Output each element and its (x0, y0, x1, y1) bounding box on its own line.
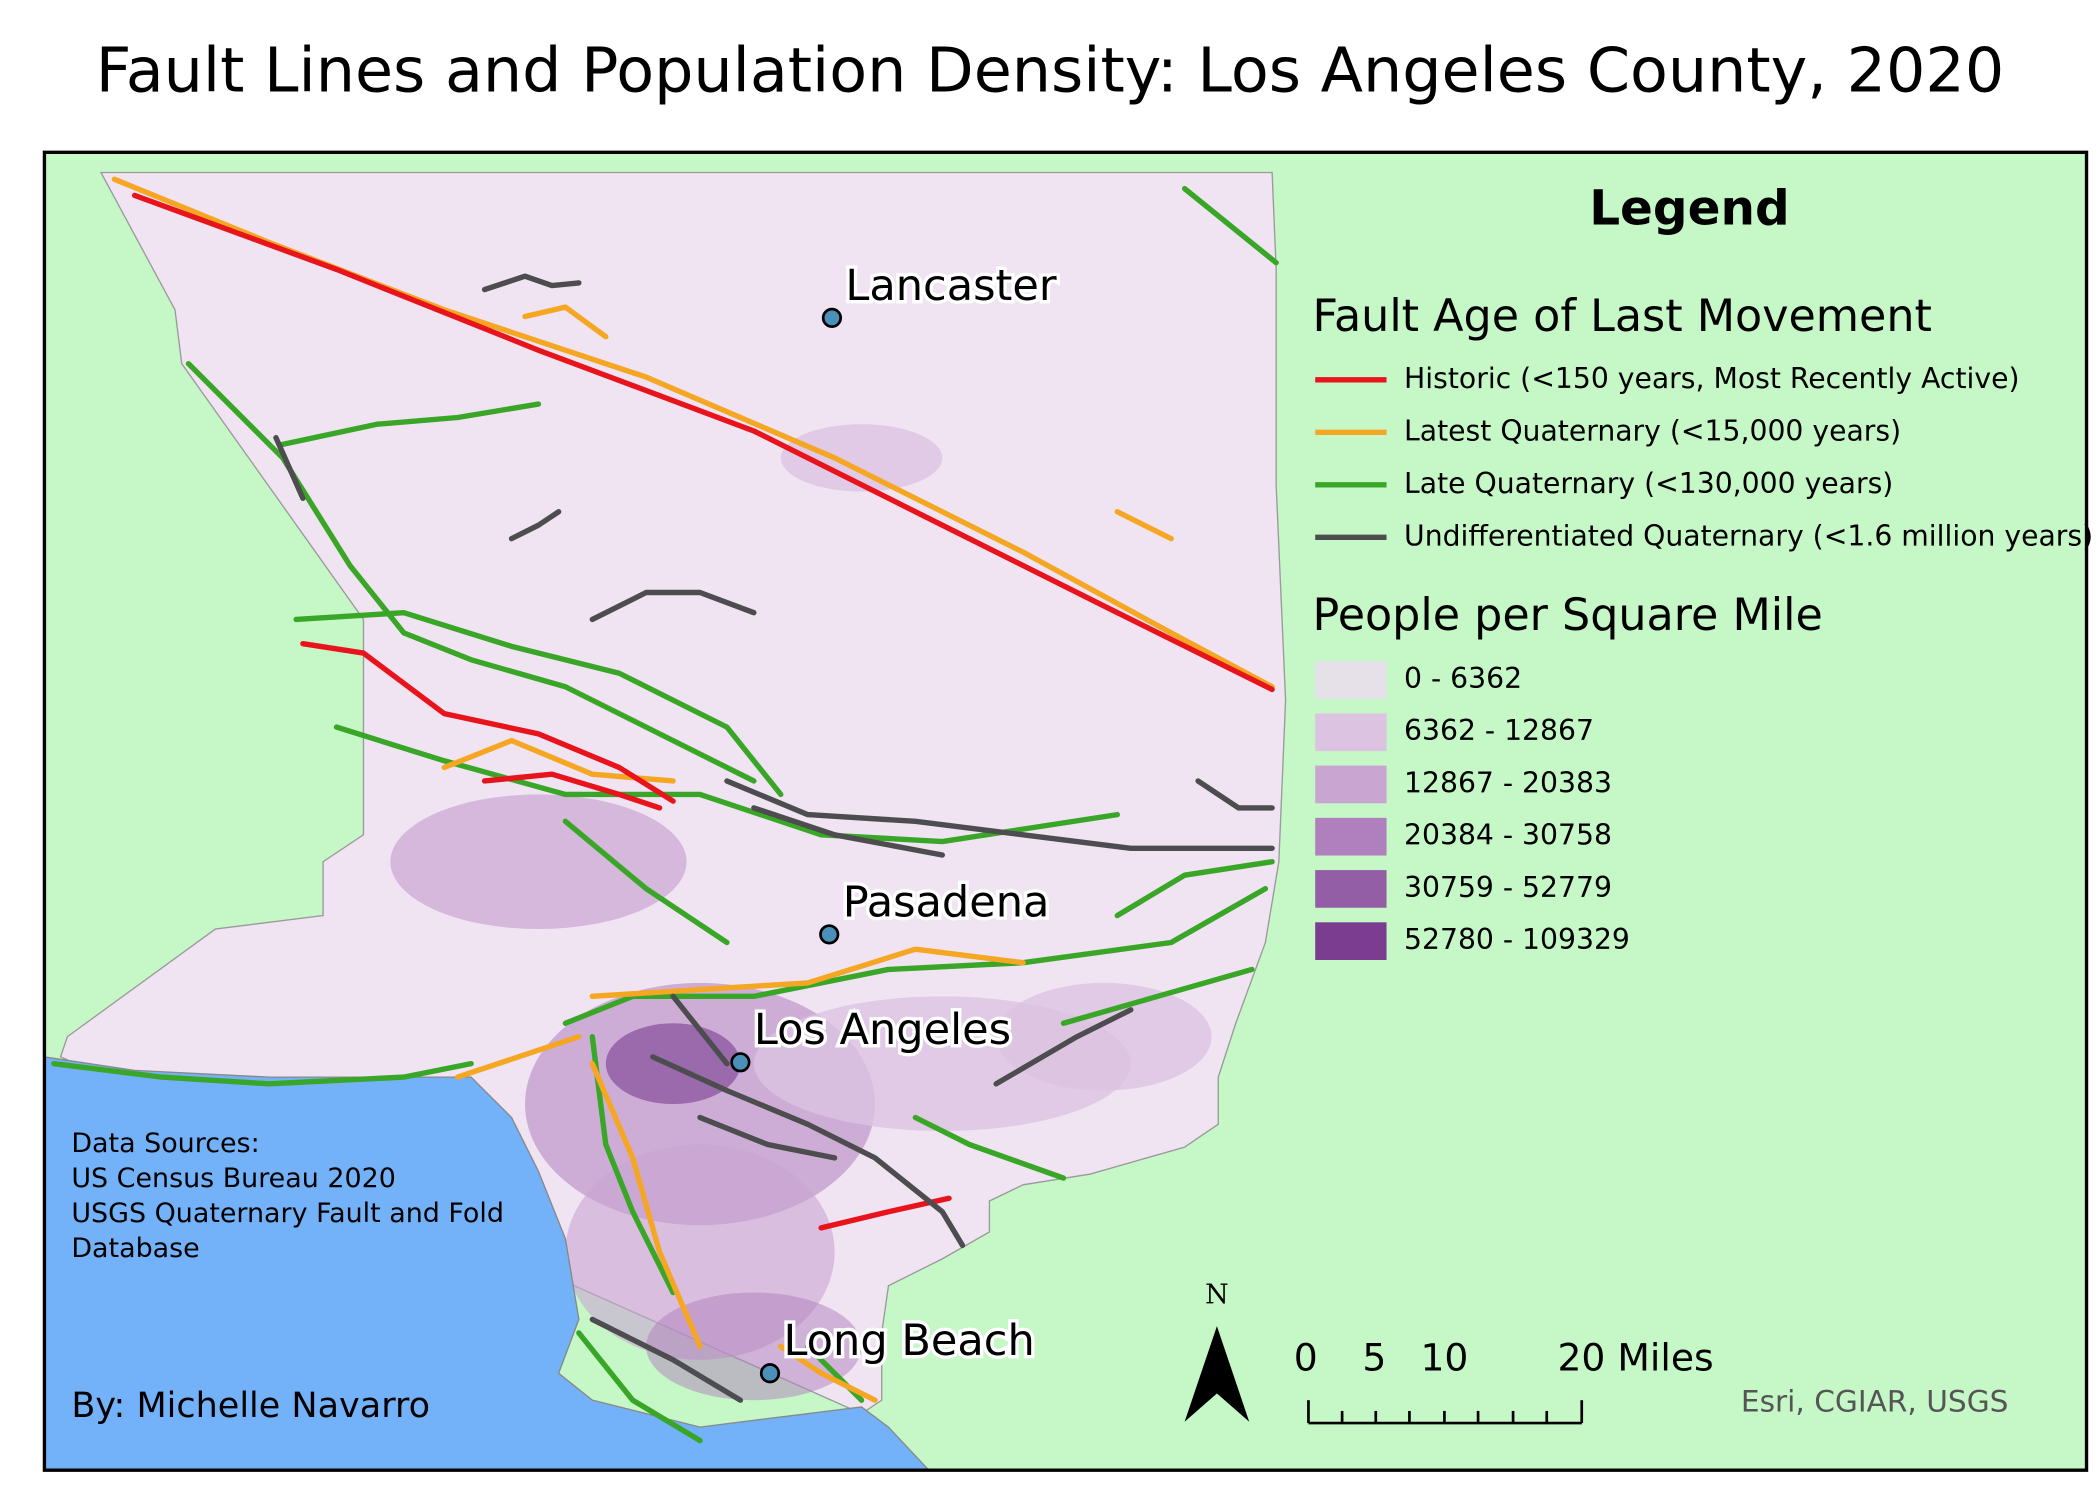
credits: Esri, CGIAR, USGS (1741, 1384, 2009, 1418)
scale-label: 10 (1420, 1335, 1468, 1379)
city-dot (821, 307, 843, 328)
legend-density-label: 30759 - 52779 (1404, 871, 1612, 904)
source-line: Database (71, 1233, 199, 1264)
legend-density-label: 6362 - 12867 (1404, 714, 1594, 747)
legend-density-swatch (1315, 870, 1387, 908)
legend-fault-label: Historic (<150 years, Most Recently Acti… (1404, 362, 2019, 395)
author: By: Michelle Navarro (71, 1386, 430, 1426)
city-label: Los Angeles (754, 1005, 1011, 1055)
city-label: Long Beach (783, 1316, 1034, 1366)
legend-fault-label: Latest Quaternary (<15,000 years) (1404, 414, 1901, 447)
city-dot (730, 1052, 751, 1073)
legend-density-label: 0 - 6362 (1404, 662, 1522, 695)
city-label: Pasadena (843, 877, 1050, 927)
legend-title: Legend (1589, 181, 1789, 237)
legend-fault-label: Late Quaternary (<130,000 years) (1404, 467, 1893, 500)
cities: Lancaster Pasadena Los Angeles Long Beac… (730, 257, 1060, 1384)
city-dot (819, 924, 840, 945)
source-line: US Census Bureau 2020 (71, 1163, 395, 1194)
north-arrow: N (1184, 1280, 1250, 1422)
legend-density-label: 52780 - 109329 (1404, 923, 1630, 956)
north-arrow-shape (1184, 1326, 1250, 1422)
scale-label: 20 Miles (1557, 1335, 1713, 1379)
scale-bar (1307, 1400, 1584, 1425)
source-line: Data Sources: (71, 1128, 259, 1159)
legend-section-title: Fault Age of Last Movement (1313, 291, 1932, 342)
map-title: Fault Lines and Population Density: Los … (96, 34, 2004, 106)
city-label: Lancaster (845, 261, 1057, 311)
legend-density-swatch (1315, 661, 1387, 699)
city-dot (759, 1363, 781, 1384)
legend: Legend Fault Age of Last Movement People… (1313, 181, 2093, 960)
scale-label: 0 (1294, 1335, 1318, 1379)
frame-border (42, 150, 2089, 1472)
legend-section-title: People per Square Mile (1313, 590, 1823, 641)
legend-fault-label: Undifferentiated Quaternary (<1.6 millio… (1404, 519, 2093, 552)
legend-density-swatch (1315, 713, 1387, 752)
scale-labels: 0 5 10 20 Miles (1294, 1335, 1714, 1379)
legend-density-swatch (1315, 922, 1387, 960)
legend-density-swatch (1315, 765, 1387, 804)
source-line: USGS Quaternary Fault and Fold (71, 1198, 504, 1229)
legend-density-swatch (1315, 817, 1387, 856)
north-label: N (1205, 1280, 1229, 1311)
data-sources: Data Sources: US Census Bureau 2020 USGS… (71, 1128, 504, 1264)
fault-lines (51, 176, 1279, 1444)
legend-density-label: 12867 - 20383 (1404, 766, 1612, 799)
scale-label: 5 (1362, 1335, 1386, 1379)
legend-density-label: 20384 - 30758 (1404, 819, 1612, 852)
